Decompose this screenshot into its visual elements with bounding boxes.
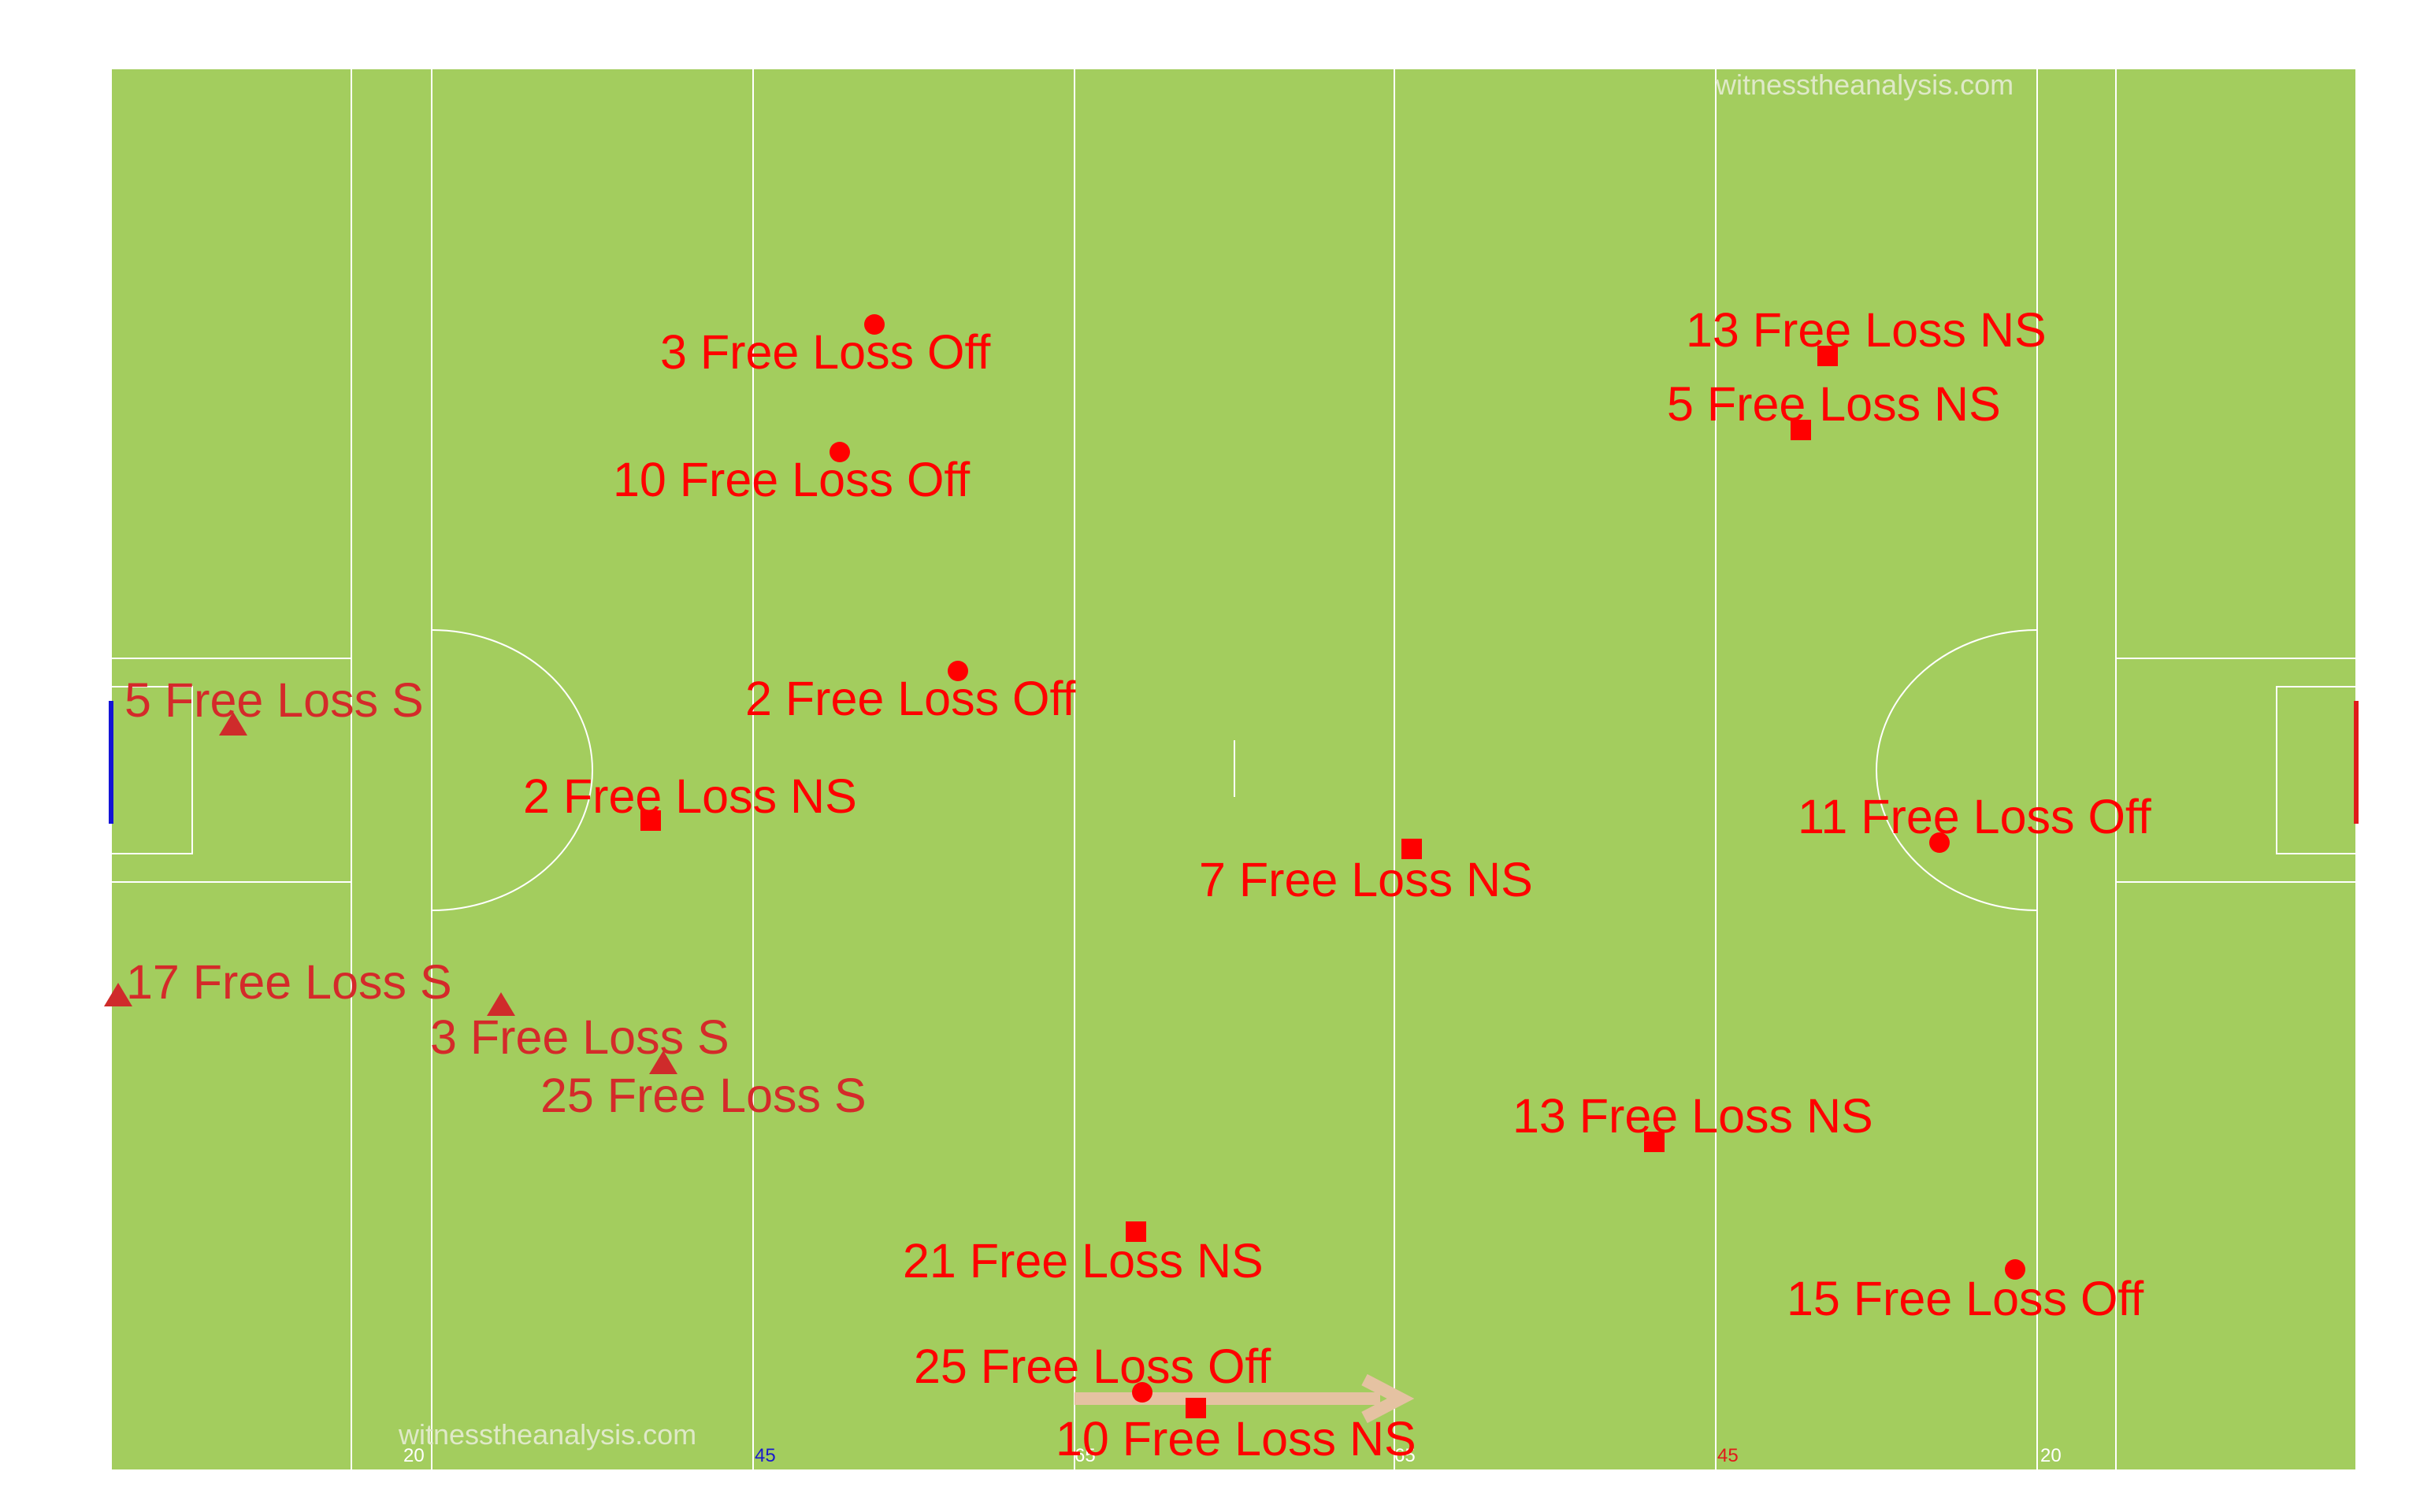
arc-left (431, 629, 593, 911)
large-rect-right (2115, 658, 2355, 883)
square-marker (1186, 1398, 1206, 1418)
event-labels: 3 Free Loss Off 10 Free Loss Off 2 Free Lo… (124, 303, 2152, 1466)
event-label: 7 Free Loss NS (1199, 853, 1533, 906)
square-marker (1791, 420, 1811, 440)
attack-direction-arrow (1075, 1373, 1415, 1424)
triangle-marker (104, 983, 132, 1006)
triangle-marker (649, 1051, 677, 1074)
goal-left (109, 701, 113, 824)
event-label: 10 Free Loss NS (1056, 1412, 1416, 1466)
event-label: 21 Free Loss NS (903, 1234, 1264, 1288)
watermark-top: witnesstheanalysis.com (1715, 69, 2014, 101)
small-rect-right (2276, 686, 2355, 854)
event-label: 15 Free Loss Off (1787, 1272, 2144, 1325)
goal-right (2354, 701, 2359, 824)
circle-marker (948, 661, 968, 681)
event-label: 17 Free Loss S (126, 955, 452, 1009)
event-label: 3 Free Loss S (430, 1010, 729, 1064)
bottom-distance-ticks: 20 45 65 65 45 20 (403, 1445, 2062, 1466)
tick-label-45: 45 (755, 1445, 776, 1466)
event-label: 11 Free Loss Off (1798, 790, 2152, 843)
event-label: 2 Free Loss Off (745, 672, 1076, 725)
circle-marker (864, 314, 885, 335)
square-marker (1817, 346, 1838, 366)
square-marker (640, 810, 661, 831)
arrow-head (1361, 1373, 1415, 1424)
arc-right (1876, 629, 2038, 911)
event-label: 2 Free Loss NS (523, 769, 857, 823)
triangle-marker (219, 712, 247, 736)
event-markers (104, 314, 2025, 1418)
square-marker (1401, 839, 1422, 859)
square-marker (1644, 1132, 1665, 1152)
event-label: 3 Free Loss Off (660, 325, 991, 379)
event-label: 10 Free Loss Off (613, 453, 971, 506)
tick-label-65: 65 (1075, 1445, 1096, 1466)
event-label: 25 Free Loss S (540, 1069, 867, 1122)
event-label: 13 Free Loss NS (1512, 1089, 1873, 1143)
pitch-lines (112, 69, 2355, 1469)
circle-marker (2005, 1259, 2025, 1280)
circle-marker (1929, 832, 1950, 853)
watermark-bottom: witnesstheanalysis.com (398, 1418, 696, 1451)
circle-marker (830, 442, 850, 462)
event-label: 5 Free Loss NS (1667, 377, 2001, 431)
triangle-marker (487, 992, 515, 1016)
event-label: 5 Free Loss S (124, 673, 424, 727)
small-rect-left (112, 686, 193, 854)
circle-marker (1132, 1382, 1152, 1403)
large-rect-left (112, 658, 352, 883)
event-label: 13 Free Loss NS (1686, 303, 2047, 357)
event-label: 25 Free Loss Off (914, 1340, 1271, 1393)
square-marker (1126, 1221, 1146, 1242)
tick-label-65: 65 (1394, 1445, 1416, 1466)
tick-label-45: 45 (1717, 1445, 1739, 1466)
tick-label-20: 20 (2040, 1445, 2062, 1466)
tick-label-20: 20 (403, 1445, 425, 1466)
